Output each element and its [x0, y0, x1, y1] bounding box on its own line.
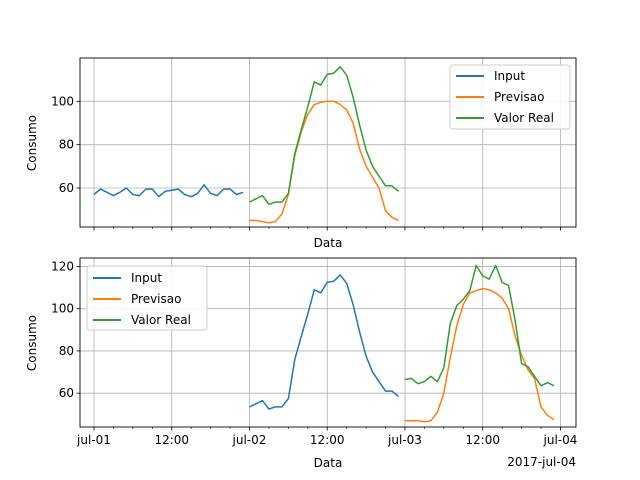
bottom-y-tick-label: 80	[59, 344, 74, 358]
x-axis-offset-label: 2017-jul-04	[507, 455, 576, 469]
bottom-legend-input-label: Input	[131, 271, 162, 285]
bottom-legend: Input Previsao Valor Real	[86, 265, 208, 331]
bottom-y-axis-label: Consumo	[25, 315, 39, 371]
bottom-y-tick-label: 120	[51, 259, 74, 273]
top-y-ticks: 60 80 100	[51, 94, 80, 195]
top-legend-input-label: Input	[494, 69, 525, 83]
top-series-lines	[93, 65, 399, 224]
top-y-tick-label: 80	[59, 138, 74, 152]
bottom-series-input	[249, 274, 399, 410]
bottom-subplot: 60 80 100 120 jul-01 12:00 jul-02 12:00 jul-03 1…	[25, 257, 577, 470]
bottom-y-ticks: 60 80 100 120	[51, 259, 80, 400]
top-series-previsao	[249, 100, 399, 224]
bottom-x-tick-label: 12:00	[465, 433, 500, 447]
bottom-y-tick-label: 60	[59, 386, 74, 400]
bottom-series-previsao	[405, 287, 555, 423]
top-y-axis-label: Consumo	[25, 115, 39, 171]
bottom-series-lines	[249, 264, 555, 423]
bottom-axes-frame	[79, 257, 577, 428]
bottom-x-tick-label: jul-04	[543, 433, 578, 447]
bottom-x-tick-label: 12:00	[310, 433, 345, 447]
top-legend: Input Previsao Valor Real	[449, 64, 571, 130]
bottom-x-ticks: jul-01 12:00 jul-02 12:00 jul-03 12:00 jul-04	[76, 427, 577, 447]
top-x-ticks	[93, 227, 561, 231]
top-y-tick-label: 100	[51, 94, 74, 108]
top-series-input	[93, 184, 244, 198]
bottom-x-tick-label: jul-03	[387, 433, 422, 447]
bottom-y-tick-label: 100	[51, 302, 74, 316]
top-legend-previsao-label: Previsao	[494, 90, 544, 104]
bottom-x-tick-label: jul-01	[76, 433, 111, 447]
bottom-legend-box	[86, 265, 208, 331]
bottom-x-tick-label: 12:00	[154, 433, 189, 447]
top-legend-box	[449, 64, 571, 130]
top-x-axis-label: Data	[314, 236, 343, 250]
bottom-legend-valor-real-label: Valor Real	[131, 313, 191, 327]
bottom-x-axis-label: Data	[314, 456, 343, 470]
top-subplot: 60 80 100 Data Consumo Input Previsao Valo…	[25, 57, 577, 250]
top-y-tick-label: 60	[59, 181, 74, 195]
top-axes-frame	[79, 57, 577, 228]
bottom-x-tick-label: jul-02	[232, 433, 267, 447]
bottom-legend-previsao-label: Previsao	[131, 292, 181, 306]
bottom-series-valor-real	[404, 264, 555, 387]
top-series-valor-real	[249, 65, 399, 206]
top-legend-valor-real-label: Valor Real	[494, 111, 554, 125]
